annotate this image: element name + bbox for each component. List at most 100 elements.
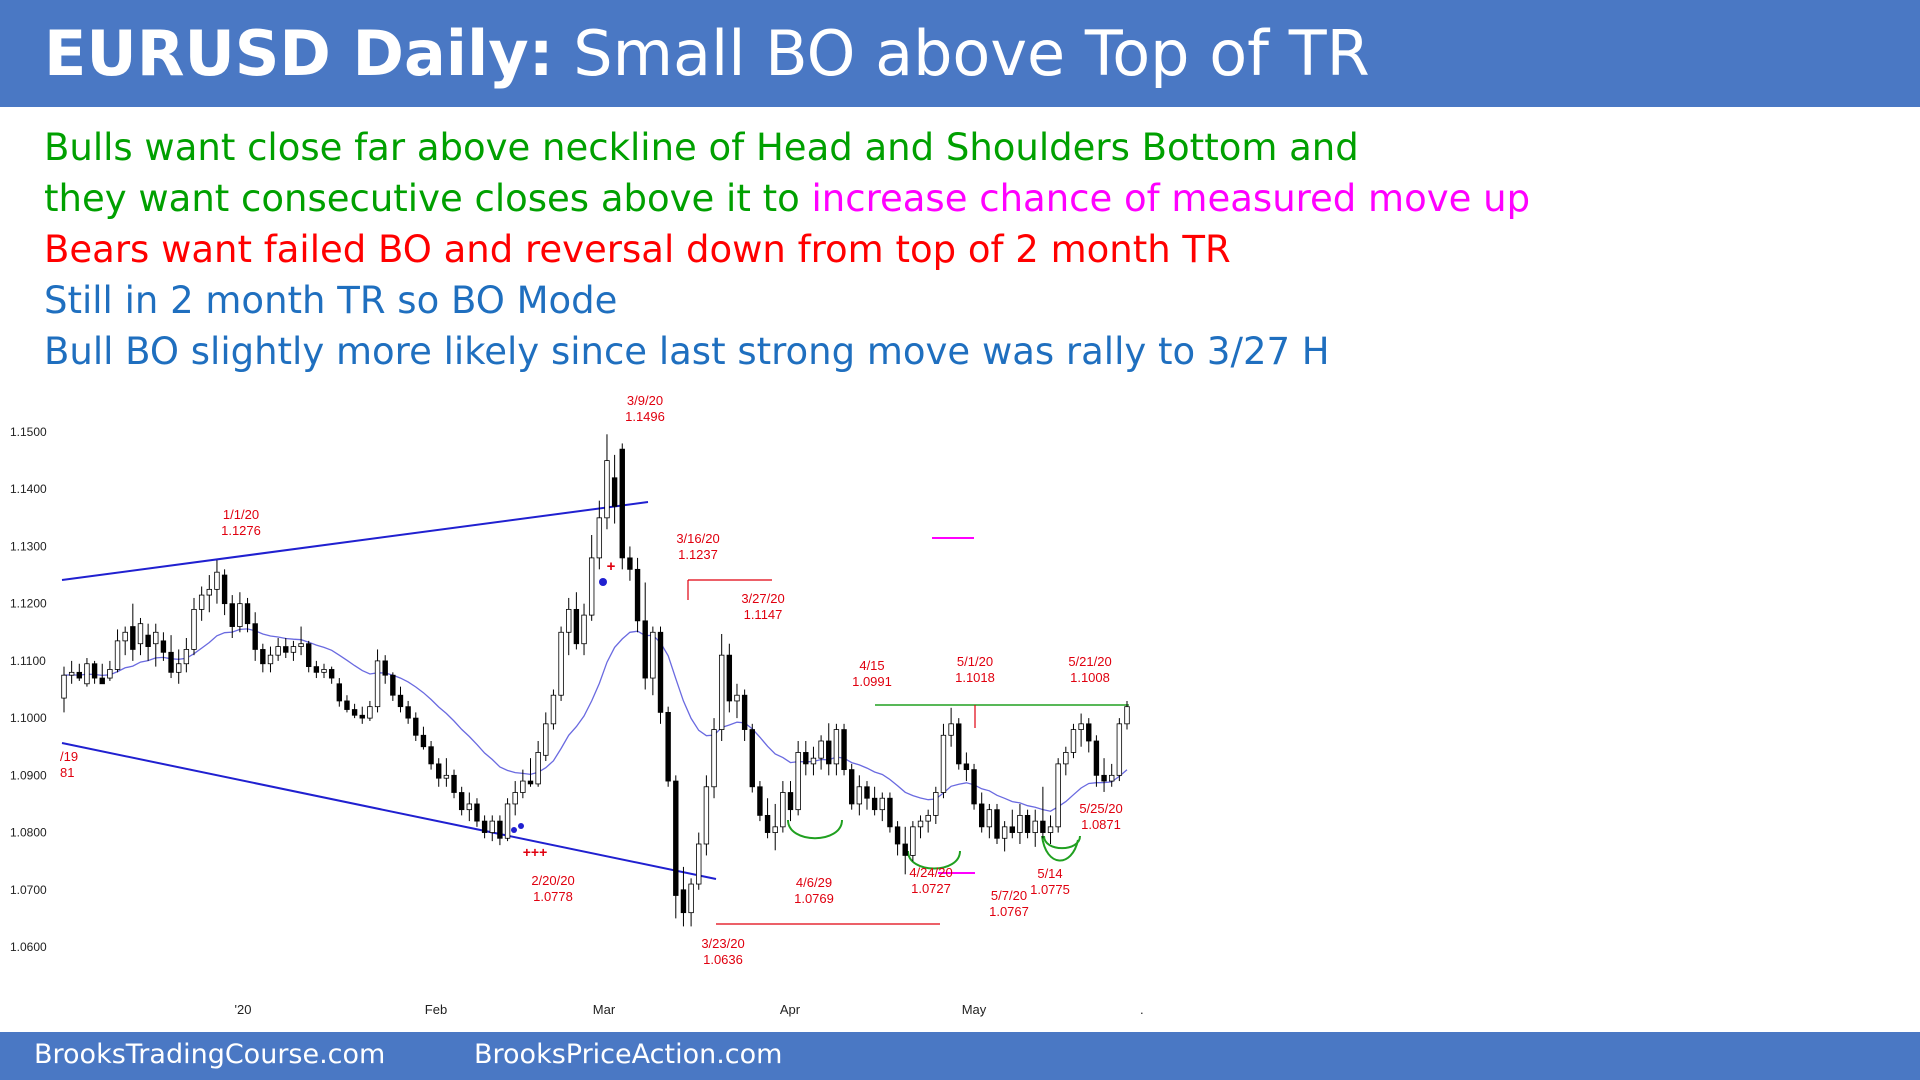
candle-body	[1093, 740, 1100, 776]
candle-body	[267, 654, 274, 665]
signal-dot	[511, 827, 517, 833]
signal-dot	[599, 578, 607, 586]
price-label-value: 1.0727	[911, 881, 951, 896]
candle-body	[306, 643, 312, 668]
candle-body	[359, 714, 365, 719]
candle-body	[283, 646, 289, 653]
candle-body	[168, 651, 174, 673]
candle-body	[229, 603, 235, 627]
price-label-date: 4/15	[859, 658, 884, 673]
bullet-text: they want consecutive closes above it to	[44, 177, 812, 220]
price-label-date: 3/23/20	[701, 936, 744, 951]
title-rest: Small BO above Top of TR	[553, 17, 1370, 90]
candle-body	[757, 786, 763, 816]
bullet-text: Still in 2 month TR so BO Mode	[44, 279, 618, 322]
candle-body	[948, 723, 954, 736]
candle-body	[1109, 774, 1115, 782]
left-shoulder-arc	[787, 819, 843, 840]
right-shoulder-arc	[1043, 835, 1081, 849]
bullet-3: Bears want failed BO and reversal down f…	[44, 224, 1530, 275]
candle-body	[749, 729, 755, 788]
head-arc	[907, 850, 961, 870]
x-tick-label: Feb	[425, 1002, 447, 1017]
y-tick-label: 1.0600	[10, 940, 47, 954]
candle-body	[726, 654, 733, 702]
y-tick-label: 1.0800	[10, 826, 47, 840]
footer: BrooksTradingCourse.com BrooksPriceActio…	[0, 1032, 1920, 1080]
bullet-text: Bulls want close far above neckline of H…	[44, 126, 1359, 169]
candle-body	[917, 820, 924, 828]
candle-body	[191, 608, 197, 650]
candle-body	[336, 683, 343, 702]
candle-body	[596, 517, 603, 559]
candle-body	[428, 746, 434, 765]
price-label-date: 5/21/20	[1068, 654, 1111, 669]
candle-body	[68, 671, 75, 676]
candle-body	[252, 623, 258, 650]
candle-body	[1070, 729, 1077, 753]
y-tick-label: 1.1400	[10, 482, 47, 496]
candle-body	[979, 803, 985, 828]
candle-body	[183, 649, 190, 665]
x-tick-label: Mar	[593, 1002, 616, 1017]
candle-body	[764, 814, 771, 833]
candle-body	[405, 706, 411, 719]
title-bar: EURUSD Daily: Small BO above Top of TR	[0, 0, 1920, 107]
candle-body	[787, 792, 794, 811]
price-label-value: 1.0775	[1030, 882, 1070, 897]
candle-body	[512, 792, 518, 805]
candle-body	[864, 786, 870, 799]
candle-body	[153, 631, 159, 645]
price-label-value: 1.0767	[989, 904, 1029, 919]
signal-marker: +	[607, 558, 616, 575]
footer-right-link[interactable]: BrooksPriceAction.com	[474, 1039, 783, 1070]
candle-body	[818, 740, 824, 759]
candle-body	[107, 669, 113, 679]
candle-body	[1101, 774, 1107, 782]
candle-body	[856, 786, 863, 805]
candle-body	[994, 809, 1000, 839]
price-label-value: 1.0636	[703, 952, 743, 967]
candle-body	[1047, 826, 1054, 833]
price-label-value: 1.1496	[625, 409, 665, 424]
candle-body	[1055, 763, 1061, 828]
candle-body	[382, 660, 388, 676]
candle-body	[772, 826, 778, 833]
candle-body	[894, 826, 901, 845]
price-label-date: 5/7/20	[991, 888, 1027, 903]
candle-body	[413, 717, 419, 736]
candle-body	[1001, 826, 1008, 839]
candle-body	[611, 477, 618, 507]
candle-body	[221, 574, 228, 605]
price-label-value: 1.1276	[221, 523, 261, 538]
candle-body	[933, 792, 939, 816]
x-tick-label: May	[962, 1002, 987, 1017]
channel-bottom-line	[61, 742, 717, 880]
bullet-text: Bears want failed BO and reversal down f…	[44, 228, 1231, 271]
candle-body	[1086, 723, 1092, 742]
price-label-date: 1/1/20	[223, 507, 259, 522]
price-label-date: 3/27/20	[741, 591, 784, 606]
candle-body	[374, 660, 381, 708]
candle-body	[497, 820, 503, 839]
candle-body	[887, 797, 893, 828]
candle-body	[627, 557, 633, 570]
bullet-highlight: increase chance of measured move up	[811, 177, 1531, 220]
candle-body	[833, 729, 840, 765]
candle-body	[1032, 820, 1038, 833]
candle-body	[703, 786, 710, 845]
price-label-date: 5/14	[1037, 866, 1062, 881]
candle-body	[298, 643, 304, 647]
candle-body	[260, 649, 266, 665]
candle-body	[489, 820, 495, 833]
candle-body	[871, 797, 878, 811]
footer-left-link[interactable]: BrooksTradingCourse.com	[34, 1039, 386, 1070]
candle-body	[581, 614, 587, 645]
candle-body	[573, 608, 580, 645]
right-shoulder-arc	[1041, 835, 1079, 862]
candle-body	[367, 706, 373, 719]
y-tick-label: 1.1100	[10, 654, 46, 668]
candle-body	[1116, 723, 1123, 776]
bullet-5: Bull BO slightly more likely since last …	[44, 326, 1530, 377]
candle-body	[481, 820, 488, 833]
